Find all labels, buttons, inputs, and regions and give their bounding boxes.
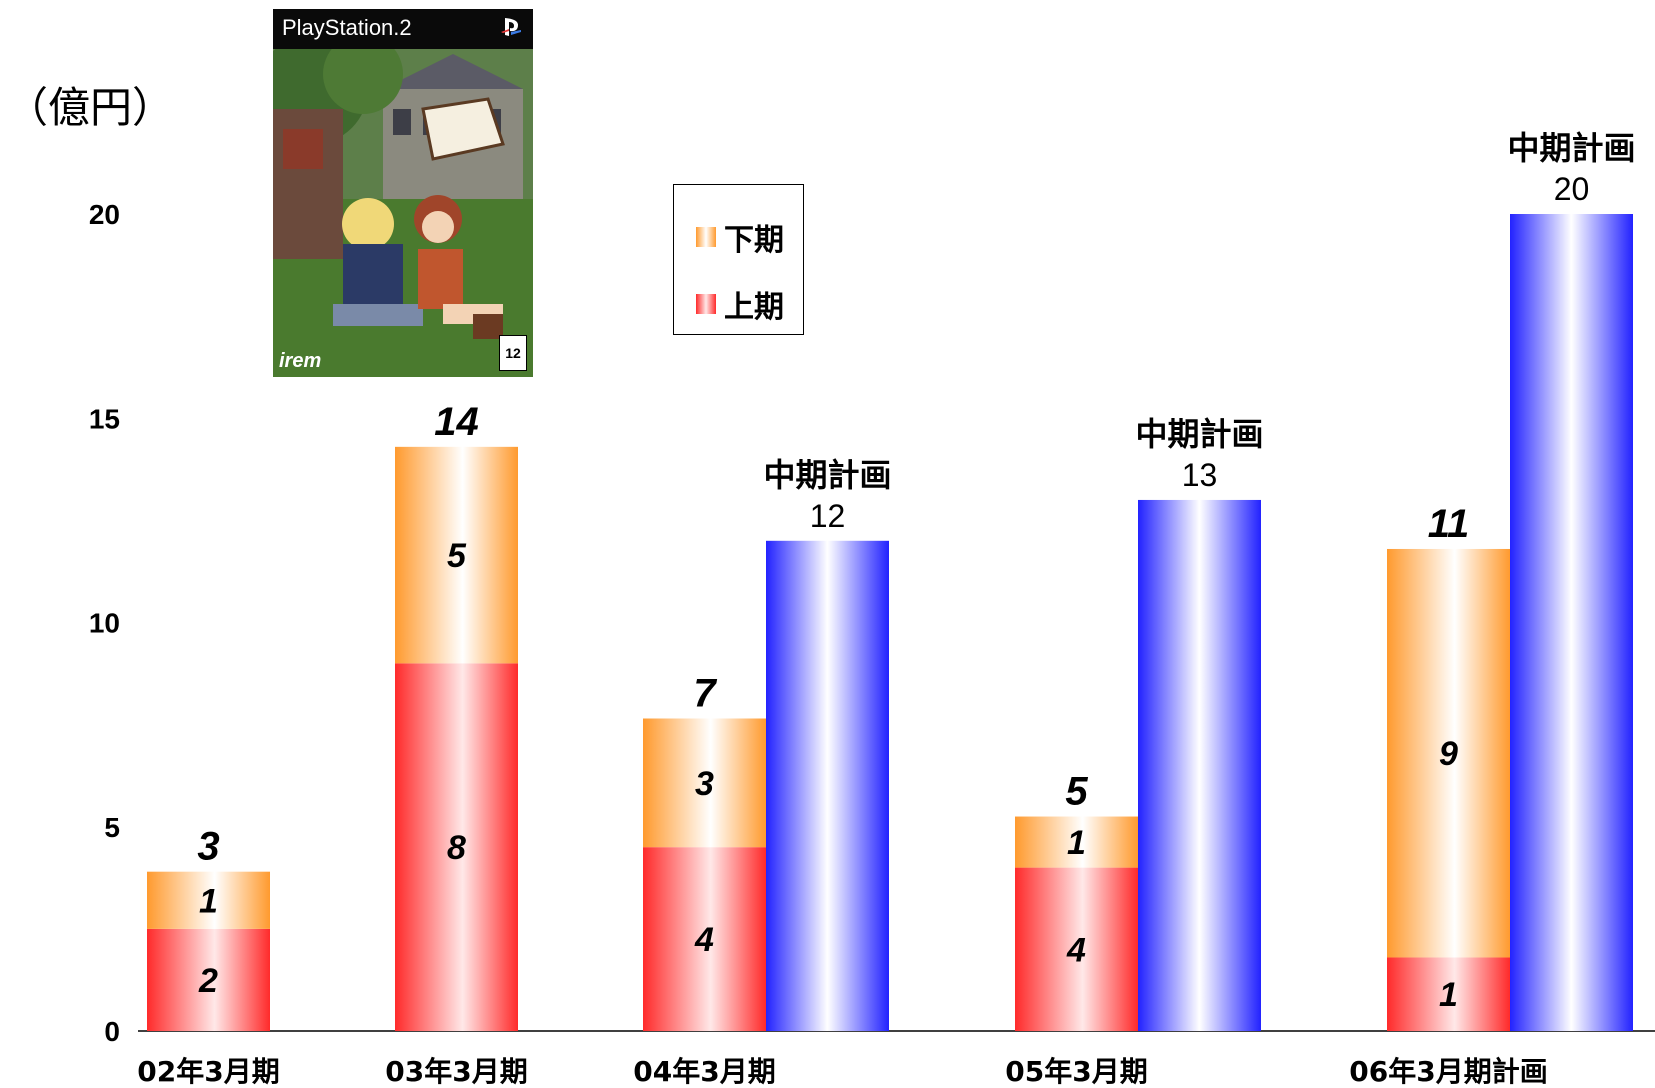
bar-total-label: 5 — [1065, 770, 1088, 814]
x-tick-label: 03年3月期 — [385, 1055, 527, 1088]
bar-label-shimoki: 1 — [1067, 824, 1086, 862]
x-tick-label: 06年3月期計画 — [1349, 1055, 1547, 1088]
bar-shimoki — [395, 446, 518, 664]
bar-shimoki — [1387, 548, 1510, 958]
x-tick-label: 02年3月期 — [137, 1055, 279, 1088]
bar-label-kamiki: 4 — [694, 921, 714, 959]
y-tick-label: 5 — [104, 812, 120, 843]
bar-plan — [766, 540, 889, 1031]
chart-legend: 下期 上期 — [673, 184, 804, 335]
plan-name-label: 中期計画 — [763, 456, 891, 494]
plan-value-label: 12 — [810, 498, 846, 534]
cover-platform-logo: PlayStation.2 — [282, 15, 412, 40]
bar-label-shimoki: 9 — [1439, 735, 1458, 773]
bar-kamiki — [395, 663, 518, 1031]
game-cover-image: PlayStation.2 irem 12 — [273, 9, 533, 377]
legend-item-shimoki: 下期 — [696, 215, 784, 259]
cover-artwork — [273, 49, 533, 377]
cover-header: PlayStation.2 — [273, 9, 533, 49]
bar-shimoki — [1015, 816, 1138, 868]
bar-kamiki — [643, 847, 766, 1031]
bar-label-kamiki: 4 — [1066, 931, 1086, 969]
bar-label-kamiki: 2 — [198, 962, 218, 1000]
y-unit-label: （億円） — [6, 83, 175, 132]
bar-plan — [1510, 214, 1633, 1031]
bar-kamiki — [147, 928, 270, 1031]
legend-swatch-orange — [696, 227, 716, 247]
y-tick-label: 15 — [89, 403, 120, 434]
bar-shimoki — [643, 718, 766, 848]
bar-label-shimoki: 5 — [447, 537, 467, 575]
bar-total-label: 11 — [1428, 502, 1470, 546]
bar-label-kamiki: 1 — [1439, 976, 1458, 1014]
bar-label-shimoki: 3 — [695, 765, 714, 803]
bar-kamiki — [1387, 957, 1510, 1031]
plan-value-label: 13 — [1182, 457, 1218, 493]
y-tick-label: 20 — [89, 199, 120, 230]
x-tick-label: 04年3月期 — [633, 1055, 775, 1088]
bar-plan — [1138, 499, 1261, 1031]
bar-label-kamiki: 8 — [447, 829, 466, 867]
cover-brand-logo: irem — [279, 350, 322, 372]
x-tick-label: 05年3月期 — [1005, 1055, 1147, 1088]
legend-item-kamiki: 上期 — [696, 282, 784, 326]
bar-kamiki — [1015, 867, 1138, 1031]
plan-name-label: 中期計画 — [1507, 129, 1635, 167]
playstation-icon — [501, 18, 521, 36]
cover-rating-badge: 12 — [499, 335, 527, 371]
bar-label-shimoki: 1 — [199, 882, 218, 920]
plan-name-label: 中期計画 — [1135, 415, 1263, 453]
y-tick-label: 10 — [89, 608, 120, 639]
bar-total-label: 3 — [197, 825, 219, 869]
bar-total-label: 14 — [434, 400, 479, 444]
bar-total-label: 7 — [693, 671, 717, 715]
legend-label-kamiki: 上期 — [724, 290, 784, 325]
y-tick-label: 0 — [104, 1016, 120, 1047]
plan-value-label: 20 — [1554, 171, 1590, 207]
legend-label-shimoki: 下期 — [724, 223, 784, 258]
bar-shimoki — [147, 871, 270, 929]
legend-swatch-red — [696, 294, 716, 314]
